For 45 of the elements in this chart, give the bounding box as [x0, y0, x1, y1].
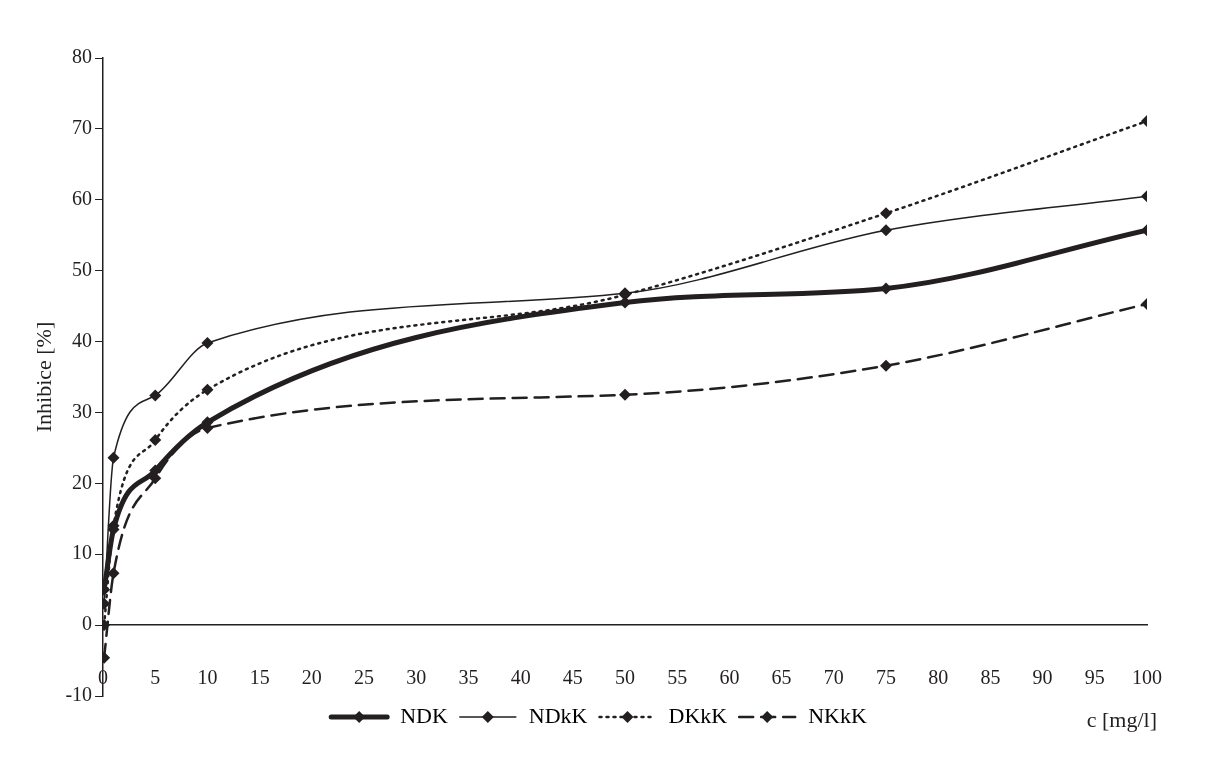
x-tick-label: 60 [719, 666, 740, 689]
x-tick-label: 35 [458, 666, 479, 689]
x-tick-label: 5 [150, 666, 161, 689]
x-tick-label: 40 [510, 666, 531, 689]
y-tick-label: 40 [72, 328, 93, 351]
y-tick-label: 10 [72, 541, 93, 564]
x-axis-title: c [mg/l] [1086, 706, 1157, 732]
y-tick-label: 20 [72, 470, 93, 493]
x-tick-label: 70 [823, 666, 844, 689]
point [619, 388, 632, 401]
y-tick-label: 30 [72, 399, 93, 422]
x-tick-label: 90 [1032, 666, 1053, 689]
x-tick-label: 50 [615, 666, 636, 689]
legend-label: DKkK [668, 702, 728, 728]
x-tick-label: 45 [562, 666, 583, 689]
point [880, 207, 893, 220]
x-tick-label: 20 [301, 666, 322, 689]
x-tick-label: 15 [249, 666, 270, 689]
y-tick-label: 0 [82, 612, 93, 635]
x-tick-label: 25 [354, 666, 375, 689]
legend-label: NKkK [808, 702, 867, 728]
x-tick-label: 75 [876, 666, 897, 689]
point [149, 434, 162, 447]
x-tick-label: 85 [980, 666, 1001, 689]
x-tick-label: 95 [1084, 666, 1105, 689]
x-tick-label: 30 [406, 666, 427, 689]
x-tick-label: 55 [667, 666, 688, 689]
y-tick-label: 50 [72, 257, 93, 280]
point [149, 389, 162, 402]
y-tick-label: 80 [72, 45, 93, 68]
point [880, 224, 893, 237]
y-tick-label: 70 [72, 116, 93, 139]
point [201, 336, 214, 349]
legend-label: NDkK [528, 702, 588, 728]
x-tick-label: 10 [197, 666, 218, 689]
x-tick-label: 65 [771, 666, 792, 689]
y-tick-label: -10 [65, 683, 93, 706]
y-tick-label: 60 [72, 187, 93, 210]
y-axis-title: Inhibice [%] [30, 321, 56, 433]
x-tick-label: 100 [1132, 666, 1162, 689]
legend-label: NDK [400, 702, 448, 728]
point [201, 383, 214, 396]
point [880, 359, 893, 372]
x-tick-label: 80 [928, 666, 949, 689]
point [107, 451, 120, 464]
